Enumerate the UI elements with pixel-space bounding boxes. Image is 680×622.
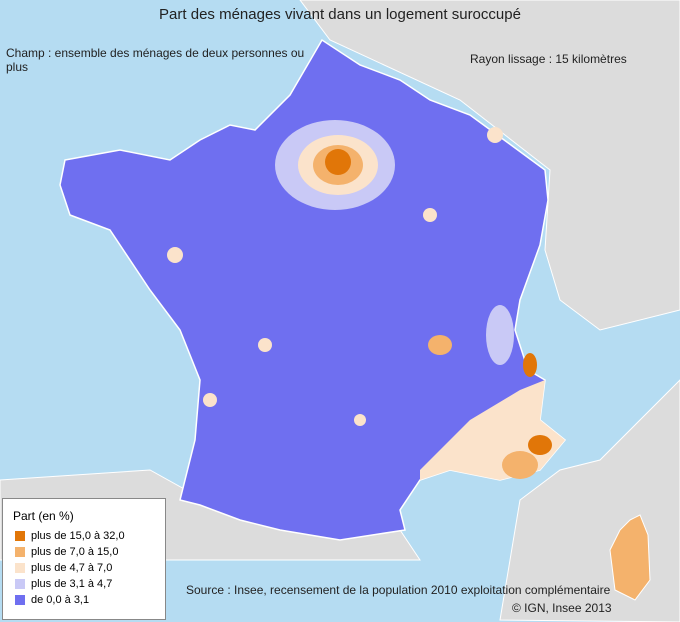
legend-item: plus de 7,0 à 15,0 <box>15 545 165 559</box>
corsica <box>609 514 651 601</box>
legend-swatch <box>15 579 25 589</box>
legend-item: de 0,0 à 3,1 <box>15 593 165 607</box>
legend: Part (en %) plus de 15,0 à 32,0 plus de 7… <box>2 498 166 620</box>
smoothing-note: Rayon lissage : 15 kilomètres <box>470 52 627 66</box>
scope-note: Champ : ensemble des ménages de deux per… <box>6 46 305 74</box>
legend-swatch <box>15 547 25 557</box>
copyright: © IGN, Insee 2013 <box>512 601 612 615</box>
legend-label: plus de 4,7 à 7,0 <box>31 562 113 574</box>
legend-swatch <box>15 595 25 605</box>
legend-label: plus de 15,0 à 32,0 <box>31 530 125 542</box>
title: Part des ménages vivant dans un logement… <box>159 6 521 23</box>
legend-label: plus de 7,0 à 15,0 <box>31 546 119 558</box>
legend-item: plus de 15,0 à 32,0 <box>15 529 165 543</box>
legend-item: plus de 3,1 à 4,7 <box>15 577 165 591</box>
legend-swatch <box>15 531 25 541</box>
legend-label: plus de 3,1 à 4,7 <box>31 578 113 590</box>
smoothed-areas <box>167 120 565 480</box>
legend-label: de 0,0 à 3,1 <box>31 594 90 606</box>
legend-item: plus de 4,7 à 7,0 <box>15 561 165 575</box>
legend-title: Part (en %) <box>13 509 74 523</box>
source: Source : Insee, recensement de la popula… <box>186 583 611 597</box>
legend-swatch <box>15 563 25 573</box>
